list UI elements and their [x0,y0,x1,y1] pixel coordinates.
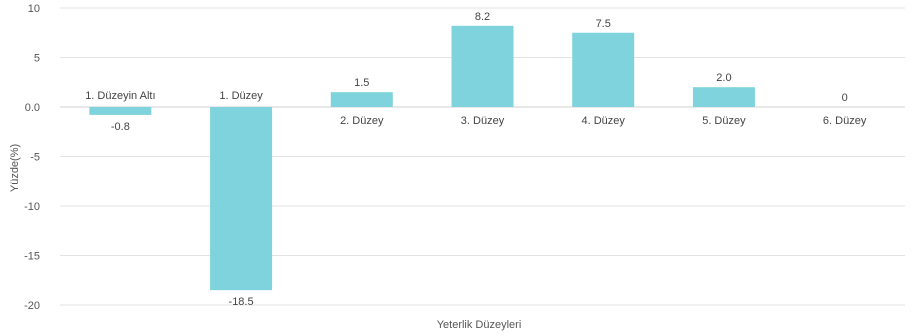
data-label: 0 [842,92,848,104]
category-label: 3. Düzey [461,115,505,127]
data-label: 7.5 [596,18,611,30]
x-axis-title: Yeterlik Düzeyleri [437,319,522,331]
y-tick-label: -20 [24,300,40,312]
data-label: 1.5 [354,77,369,89]
category-label: 1. Düzey [219,90,263,102]
bars [89,26,755,290]
data-label: -18.5 [229,296,254,308]
data-label: 8.2 [475,11,490,23]
y-axis-title: Yüzde(%) [9,144,21,192]
category-label: 6. Düzey [823,115,867,127]
y-tick-label: -5 [30,152,40,164]
y-tick-label: -15 [24,251,40,263]
data-label: -0.8 [111,121,130,133]
y-tick-label: 10 [28,3,40,15]
y-axis-ticks: 10 5 0.0 -5 -10 -15 -20 [24,3,40,312]
data-label: 2.0 [716,72,731,84]
category-label: 1. Düzeyin Altı [85,90,155,102]
category-label: 2. Düzey [340,115,384,127]
y-tick-label: 5 [34,53,40,65]
category-label: 4. Düzey [582,115,626,127]
bar [693,87,755,107]
bar [572,33,634,107]
y-tick-label: -10 [24,201,40,213]
category-label: 5. Düzey [702,115,746,127]
bar [331,92,393,107]
bar [210,107,272,290]
y-tick-label: 0.0 [25,102,40,114]
bar [89,107,151,115]
bar [452,26,514,107]
